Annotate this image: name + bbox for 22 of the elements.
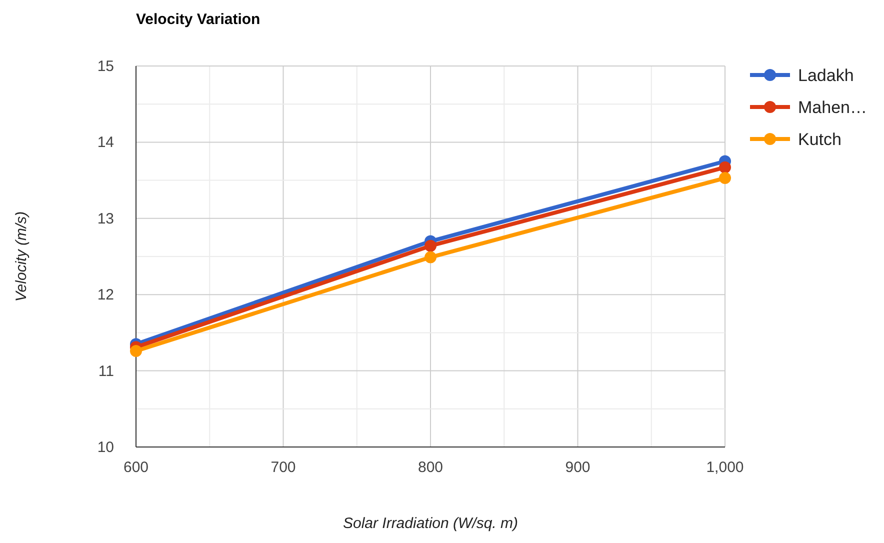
x-tick-label: 700 <box>270 459 296 476</box>
x-tick-label: 1,000 <box>706 459 744 476</box>
y-tick-label: 13 <box>97 210 114 228</box>
point <box>719 161 731 174</box>
legend-label: Kutch <box>798 130 842 149</box>
point <box>424 240 436 252</box>
x-axis-title: Solar Irradiation (W/sq. m) <box>342 515 518 532</box>
point <box>130 344 142 357</box>
point <box>424 251 436 264</box>
x-tick-label: 800 <box>418 459 444 476</box>
y-tick-label: 11 <box>98 362 114 380</box>
y-tick-label: 14 <box>97 134 114 152</box>
chart-title: Velocity Variation <box>136 11 260 28</box>
legend-label: Mahen… <box>798 98 867 117</box>
y-tick-label: 15 <box>97 58 114 75</box>
x-tick-label: 900 <box>565 459 590 476</box>
point <box>719 172 731 184</box>
y-tick-label: 10 <box>97 439 114 456</box>
x-tick-label: 600 <box>123 459 149 476</box>
y-axis-title: Velocity (m/s) <box>13 211 30 302</box>
y-tick-label: 12 <box>97 286 114 304</box>
legend-label: Ladakh <box>798 66 854 85</box>
